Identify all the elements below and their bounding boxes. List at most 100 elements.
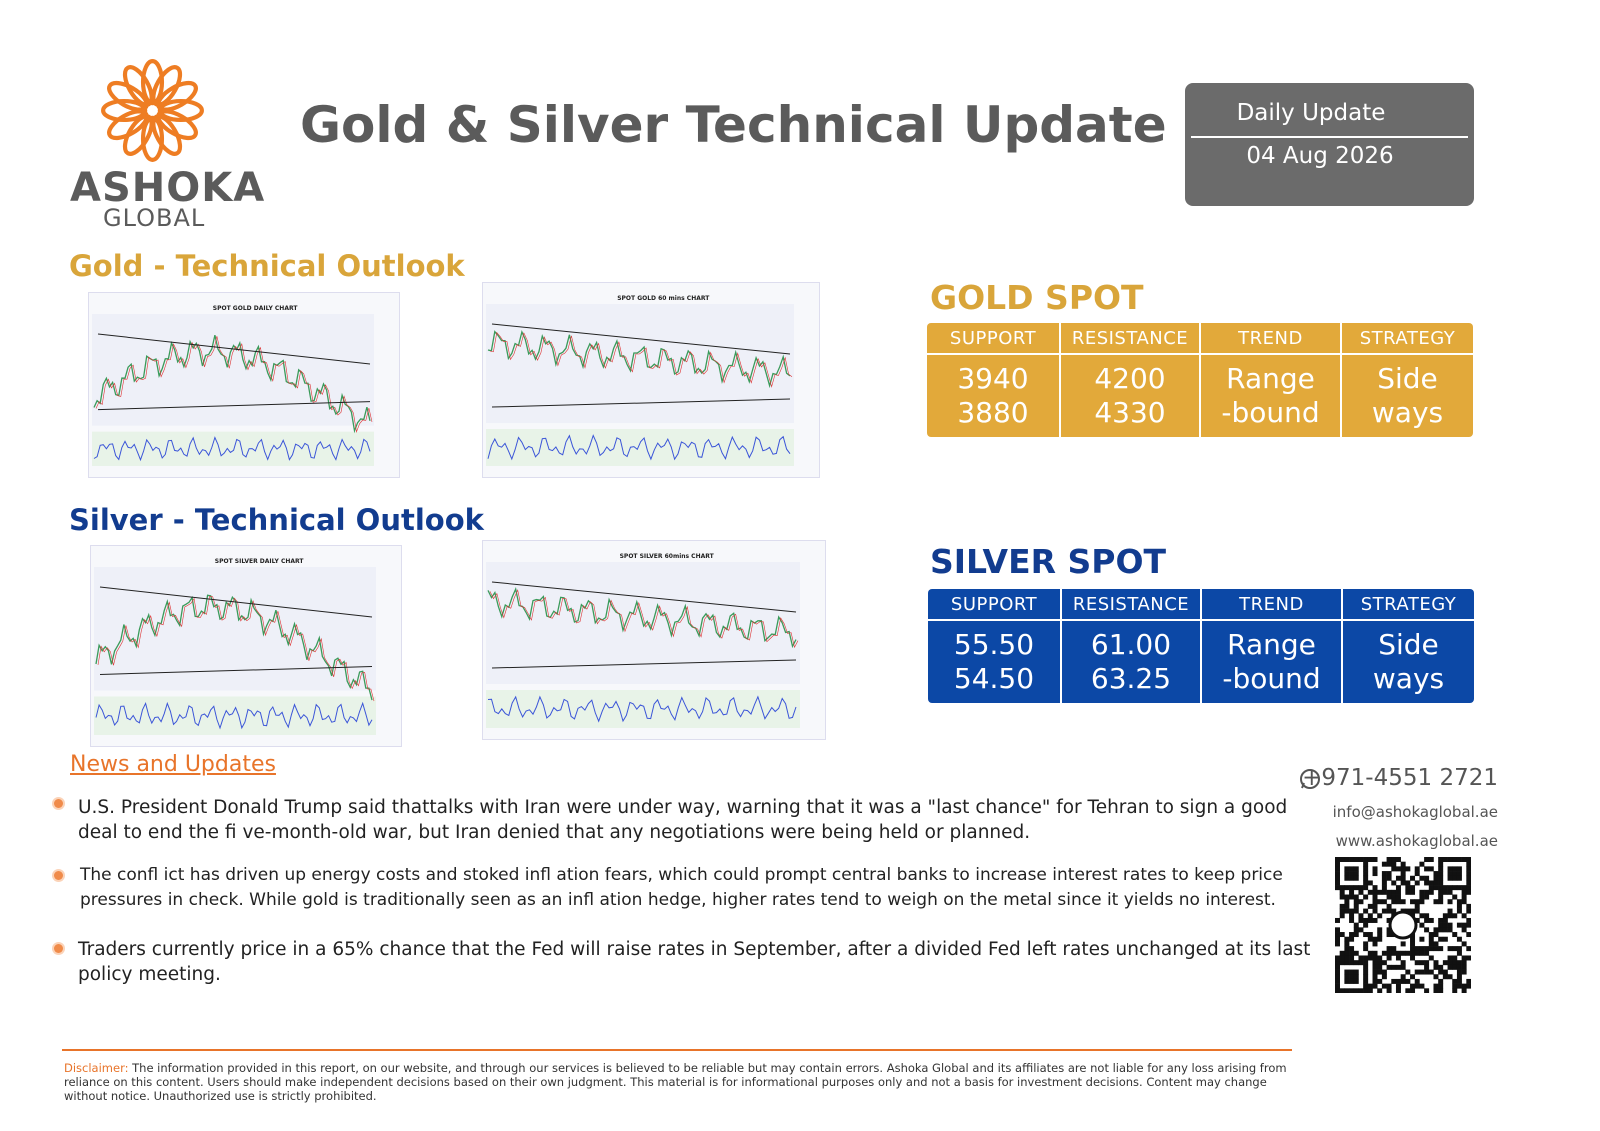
qr-module: [1405, 880, 1411, 886]
rsi-pane: [486, 690, 800, 728]
spot-table: SUPPORT RESISTANCE TREND STRATEGY 3940 3880 42…: [927, 323, 1473, 437]
qr-module: [1349, 946, 1355, 952]
contact-website: www.ashokaglobal.ae: [1335, 832, 1498, 850]
qr-module: [1377, 927, 1383, 933]
qr-module: [1381, 960, 1387, 966]
qr-module: [1353, 875, 1359, 881]
qr-module: [1442, 974, 1448, 980]
qr-module: [1381, 969, 1387, 975]
news-heading: News and Updates: [70, 752, 276, 777]
qr-module: [1461, 927, 1467, 933]
rsi-pane: [486, 429, 794, 466]
qr-module: [1400, 861, 1406, 867]
qr-module: [1452, 857, 1458, 862]
qr-module: [1428, 889, 1434, 895]
qr-module: [1410, 908, 1416, 914]
table-cell: Side ways: [1343, 621, 1474, 703]
qr-module: [1447, 927, 1453, 933]
qr-module: [1410, 988, 1416, 993]
qr-module: [1395, 857, 1401, 862]
qr-module: [1400, 866, 1406, 872]
rsi-line: [95, 701, 373, 730]
qr-module: [1335, 857, 1340, 862]
qr-module: [1456, 964, 1462, 970]
qr-module: [1367, 880, 1373, 886]
qr-module: [1438, 857, 1444, 862]
qr-module: [1461, 969, 1467, 975]
qr-module: [1405, 978, 1411, 984]
trend-line: [491, 323, 791, 355]
qr-module: [1405, 889, 1411, 895]
qr-module: [1344, 899, 1350, 905]
qr-module: [1363, 917, 1369, 923]
qr-module: [1466, 983, 1471, 989]
qr-module: [1391, 899, 1397, 905]
qr-module: [1456, 978, 1462, 984]
qr-module: [1395, 983, 1401, 989]
qr-module: [1424, 969, 1430, 975]
qr-module: [1377, 932, 1383, 938]
qr-module: [1353, 927, 1359, 933]
cell-line: 3940: [957, 362, 1029, 395]
qr-module: [1349, 857, 1355, 862]
qr-module: [1438, 871, 1444, 877]
qr-module: [1456, 908, 1462, 914]
contact-phone: +971-4551 2721: [1302, 765, 1498, 791]
qr-module: [1358, 913, 1364, 919]
chart-title: SPOT GOLD DAILY CHART: [213, 305, 299, 312]
qr-module: [1433, 927, 1439, 933]
contact-email: info@ashokaglobal.ae: [1332, 803, 1498, 821]
news-item: U.S. President Donald Trump said thattal…: [78, 797, 1288, 843]
rsi-pane: [92, 431, 374, 466]
table-cell: 55.50 54.50: [928, 621, 1062, 703]
qr-module: [1353, 899, 1359, 905]
chart-frame: [482, 540, 826, 740]
rsi-line: [487, 695, 797, 723]
qr-module: [1410, 974, 1416, 980]
qr-module: [1461, 889, 1467, 895]
qr-module: [1377, 988, 1383, 993]
table-header: TREND: [1201, 323, 1342, 355]
qr-module: [1410, 955, 1416, 961]
qr-module: [1424, 866, 1430, 872]
qr-module: [1405, 908, 1411, 914]
table-header: RESISTANCE: [1061, 323, 1201, 355]
qr-module: [1386, 857, 1392, 862]
qr-module: [1349, 917, 1355, 923]
qr-module: [1372, 857, 1378, 862]
qr-module: [1466, 903, 1471, 909]
qr-module: [1419, 946, 1425, 952]
qr-module: [1419, 922, 1425, 928]
qr-module: [1438, 964, 1444, 970]
qr-module: [1367, 913, 1373, 919]
qr-module: [1358, 889, 1364, 895]
qr-module: [1339, 955, 1345, 961]
qr-module: [1381, 889, 1387, 895]
qr-module: [1414, 903, 1420, 909]
qr-module: [1335, 880, 1340, 886]
badge-date: 04 Aug 2026: [1246, 143, 1394, 169]
qr-module: [1363, 885, 1369, 891]
qr-module: [1424, 913, 1430, 919]
qr-module: [1335, 917, 1340, 923]
qr-module: [1438, 899, 1444, 905]
qr-module: [1461, 960, 1467, 966]
qr-module: [1452, 983, 1458, 989]
disclaimer-text: The information provided in this report,…: [64, 1061, 1287, 1103]
qr-module: [1414, 871, 1420, 877]
qr-module: [1335, 941, 1340, 947]
qr-module: [1339, 913, 1345, 919]
spot-title: SILVER SPOT: [930, 542, 1167, 581]
qr-module: [1452, 964, 1458, 970]
qr-module: [1410, 950, 1416, 956]
qr-module: [1367, 936, 1373, 942]
qr-module: [1335, 955, 1340, 961]
qr-module: [1353, 866, 1359, 872]
qr-module: [1358, 988, 1364, 993]
qr-module: [1353, 978, 1359, 984]
qr-module: [1452, 885, 1458, 891]
qr-module: [1466, 875, 1471, 881]
trend-line: [491, 581, 797, 613]
qr-module: [1395, 889, 1401, 895]
qr-module: [1395, 894, 1401, 900]
